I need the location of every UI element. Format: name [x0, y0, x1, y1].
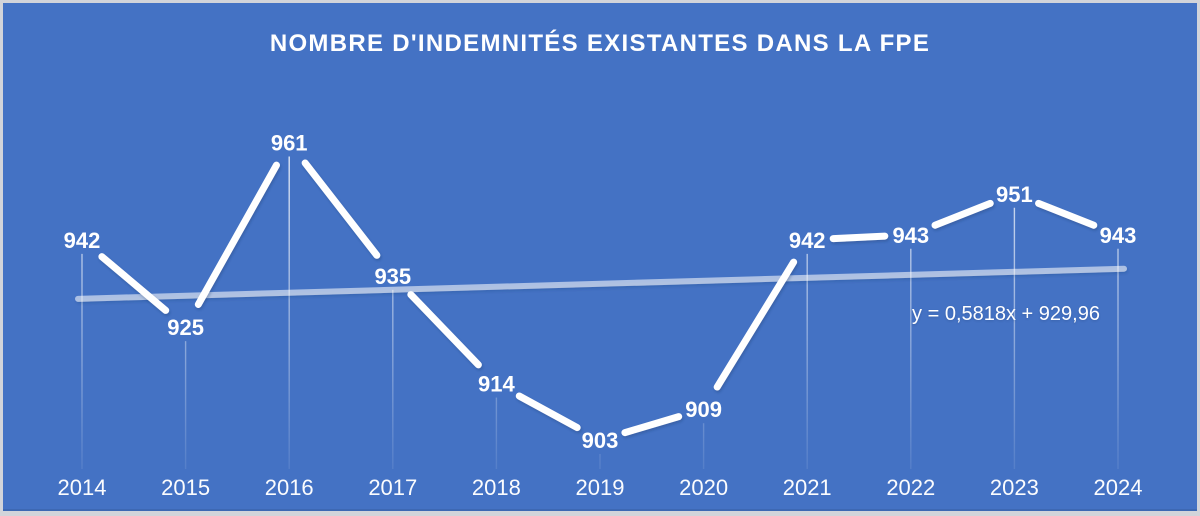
data-point-label: 951 [996, 182, 1033, 207]
data-point-label: 914 [478, 372, 515, 397]
series-segment [1035, 199, 1098, 229]
chart-bottom-edge [3, 509, 1197, 511]
data-point-label: 943 [1100, 223, 1137, 248]
series-segment [713, 258, 798, 391]
chart-canvas: 942 925 961 935 914 903 909 942 943 951 943 2014 201… [58, 130, 1143, 500]
x-axis-label: 2019 [576, 475, 625, 500]
series-segment [829, 232, 889, 243]
series-line-group [98, 159, 1098, 437]
x-axis-label: 2021 [783, 475, 832, 500]
series-segment [931, 199, 994, 229]
data-point-label: 903 [582, 428, 619, 453]
trendline-equation-label: y = 0,5818x + 929,96 [912, 303, 1100, 325]
data-point-label: 909 [685, 397, 722, 422]
chart-title: NOMBRE D'INDEMNITÉS EXISTANTES DANS LA F… [269, 30, 931, 57]
series-segment [621, 413, 683, 437]
data-point-label: 943 [892, 223, 929, 248]
data-point-label: 935 [374, 264, 411, 289]
x-axis-label: 2023 [990, 475, 1039, 500]
trendline [75, 265, 1127, 302]
series-segment [515, 392, 581, 432]
series-segment [98, 253, 170, 314]
x-axis-label: 2020 [679, 475, 728, 500]
x-axis-label: 2022 [886, 475, 935, 500]
x-axis-label: 2014 [58, 475, 107, 500]
data-point-label: 925 [167, 315, 204, 340]
data-point-label: 942 [64, 228, 101, 253]
series-segment [194, 161, 280, 308]
series-segment [407, 291, 482, 369]
series-segment [301, 159, 381, 259]
x-axis-label: 2018 [472, 475, 521, 500]
x-axis-label: 2015 [161, 475, 210, 500]
x-axis-label: 2017 [368, 475, 417, 500]
data-point-label: 942 [789, 228, 826, 253]
x-axis-label: 2024 [1094, 475, 1143, 500]
data-point-label: 961 [271, 130, 308, 155]
x-axis-label: 2016 [265, 475, 314, 500]
